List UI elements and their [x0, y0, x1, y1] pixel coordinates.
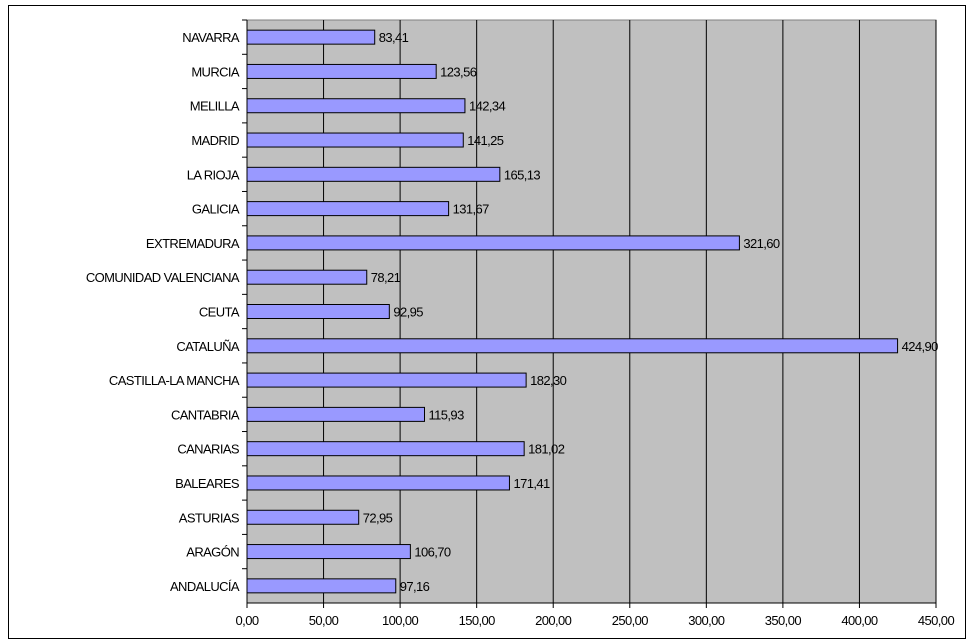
bar [246, 29, 376, 45]
bar [246, 578, 397, 594]
data-label: 321,60 [743, 236, 780, 251]
data-label: 92,95 [393, 305, 423, 320]
category-label: BALEARES [175, 476, 240, 491]
x-tick-label: 300,00 [688, 613, 725, 628]
data-label: 182,30 [530, 373, 567, 388]
x-tick-label: 450,00 [918, 613, 955, 628]
category-label: CANARIAS [177, 442, 240, 457]
category-label: EXTREMADURA [146, 236, 240, 251]
x-tick-label: 150,00 [459, 613, 496, 628]
category-label: MURCIA [191, 64, 240, 79]
data-label: 115,93 [429, 407, 465, 422]
x-tick-label: 400,00 [841, 613, 878, 628]
x-tick-label: 200,00 [535, 613, 572, 628]
category-label: MADRID [191, 133, 239, 148]
bar [246, 304, 390, 319]
bar [246, 98, 466, 114]
data-label: 123,56 [440, 64, 477, 79]
category-label: NAVARRA [182, 30, 240, 45]
bar [246, 63, 437, 79]
category-label: ANDALUCÍA [170, 579, 240, 594]
data-label: 83,41 [379, 30, 409, 45]
data-label: 97,16 [400, 579, 430, 594]
bar-chart: 0,00 50,00 100,00 150,00 200,00 250,00 300,00 3… [86, 19, 955, 628]
category-label: CASTILLA-LA MANCHA [109, 373, 240, 388]
bar [246, 406, 426, 422]
x-tick-label: 350,00 [765, 613, 802, 628]
category-label: ASTURIAS [179, 510, 240, 525]
bar [246, 132, 464, 148]
bar [246, 475, 510, 491]
x-tick-label: 100,00 [382, 613, 419, 628]
bar [246, 509, 360, 525]
category-label: ARAGÓN [186, 545, 239, 560]
data-label: 78,21 [371, 270, 401, 285]
data-label: 171,41 [513, 476, 550, 491]
x-tick-label: 50,00 [309, 613, 339, 628]
category-label: CATALUÑA [176, 339, 240, 354]
category-label: GALICIA [192, 202, 240, 217]
category-label: LA RIOJA [187, 167, 240, 182]
bar [246, 372, 527, 388]
data-label: 131,67 [453, 202, 490, 217]
data-label: 141,25 [467, 133, 504, 148]
bar [246, 269, 368, 285]
bar [246, 544, 411, 560]
category-label: COMUNIDAD VALENCIANA [86, 270, 240, 285]
bar [246, 201, 450, 217]
data-label: 142,34 [469, 99, 506, 114]
x-tick-label: 0,00 [236, 613, 259, 628]
category-label: MELILLA [190, 99, 240, 114]
bar [246, 338, 899, 354]
data-label: 106,70 [414, 545, 451, 560]
bar [246, 235, 740, 251]
data-label: 72,95 [363, 510, 393, 525]
bar [246, 166, 501, 182]
x-tick-label: 250,00 [612, 613, 649, 628]
category-label: CEUTA [199, 305, 240, 320]
data-label: 165,13 [504, 167, 541, 182]
data-label: 181,02 [528, 442, 565, 457]
data-label: 424,90 [902, 339, 939, 354]
bar [246, 441, 525, 457]
chart-frame: 0,00 50,00 100,00 150,00 200,00 250,00 300,00 3… [8, 5, 966, 639]
category-label: CANTABRIA [171, 407, 240, 422]
